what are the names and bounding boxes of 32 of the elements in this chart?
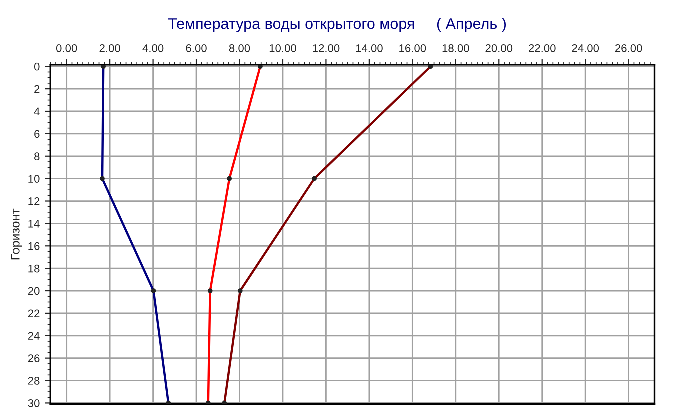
y-tick-label: 22 [28,310,40,318]
y-tick-label: 30 [28,399,40,408]
y-tick-label: 28 [28,377,40,385]
x-tick-label: 12.00 [313,44,340,52]
y-tick-label: 26 [28,354,40,362]
x-tick-label: 20.00 [486,44,513,52]
y-tick-label: 24 [28,332,40,340]
y-tick-label: 10 [28,175,40,183]
x-tick-label: 2.00 [100,44,120,52]
x-tick-label: 24.00 [572,44,600,52]
x-tick-label: 18.00 [442,44,470,52]
y-tick-label: 8 [34,152,40,161]
y-axis-title: Горизонт [11,208,22,260]
y-tick-label: 12 [28,198,40,206]
y-tick-label: 6 [34,130,40,138]
y-tick-label: 16 [28,242,40,250]
x-tick-label: 22.00 [529,44,556,52]
y-tick-label: 18 [28,264,40,273]
y-tick-label: 14 [28,220,40,228]
x-tick-label: 6.00 [186,44,207,52]
x-tick-label: 16.00 [400,44,426,52]
x-tick-label: 26.00 [615,44,642,52]
x-tick-label: 10.00 [270,44,296,52]
y-tick-label: 0 [34,62,40,71]
y-tick-label: 20 [28,287,40,296]
x-tick-label: 4.00 [142,44,164,52]
chart-title: Температура воды открытого моря ( Апрель ) [168,18,506,32]
y-tick-label: 4 [34,108,40,116]
x-tick-label: 8.00 [229,44,250,52]
y-tick-label: 2 [34,85,40,94]
x-tick-label: 0.00 [56,44,78,52]
x-tick-label: 14.00 [356,44,383,52]
